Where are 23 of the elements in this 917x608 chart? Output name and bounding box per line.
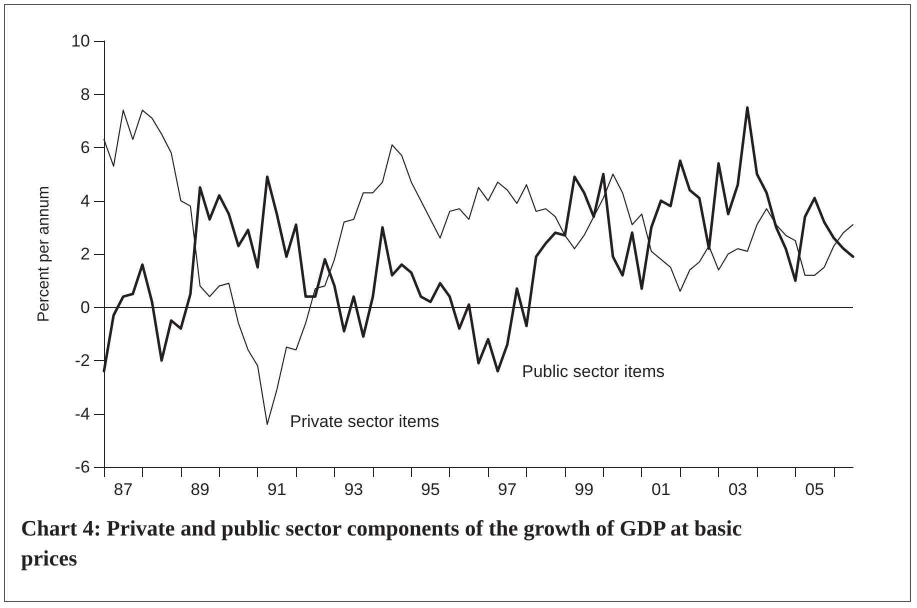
y-tick-label: 0 [80,298,90,317]
series-label: Public sector items [522,362,665,381]
y-tick-label: 10 [71,32,90,50]
y-tick-label: -6 [74,458,90,476]
x-tick-label: 97 [498,480,517,499]
y-tick-label: -4 [74,404,90,424]
x-tick-label: 05 [805,480,824,499]
x-tick-label: 03 [728,480,748,499]
series-label: Private sector items [290,412,440,431]
text: Chart 4: Private and public sector components of the growth of GDP at basic prices [21,516,748,570]
x-tick-label: 01 [651,480,670,499]
x-tick-label: 87 [114,480,133,499]
y-axis-title: Percent per annum [36,186,52,322]
y-tick-label: -2 [74,351,90,370]
x-tick-label: 99 [574,480,594,499]
x-tick-label: 91 [267,480,286,499]
y-tick-label: 2 [80,244,90,264]
y-tick-label: 8 [80,84,90,104]
x-tick-label: 89 [190,480,210,499]
x-tick-label: 93 [344,480,364,499]
y-tick-label: 6 [80,138,90,157]
x-tick-label: 95 [421,480,440,499]
y-tick-label: 4 [80,191,90,210]
